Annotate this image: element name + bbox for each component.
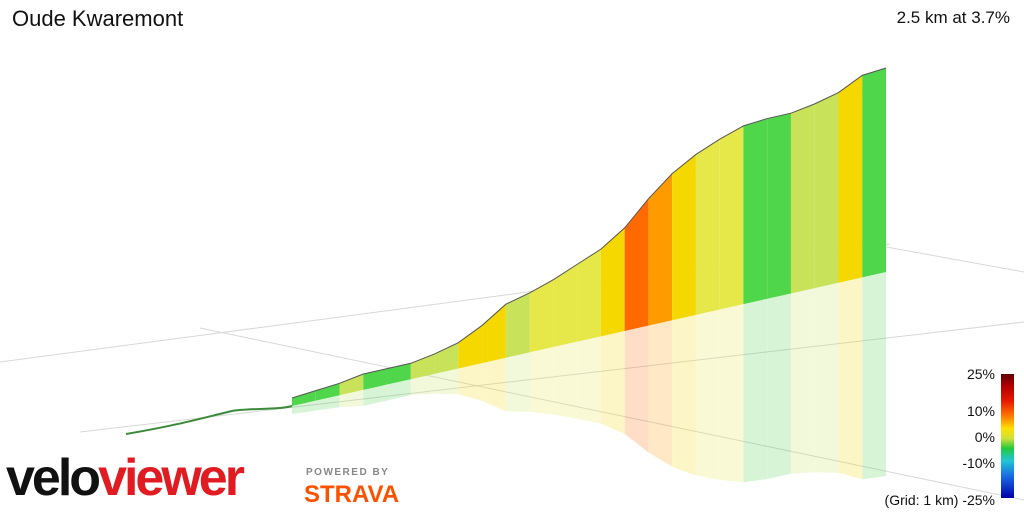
profile-segment: [482, 304, 506, 364]
profile-segment: [363, 368, 388, 390]
grid-note: (Grid: 1 km) -25%: [884, 492, 995, 508]
profile-segment-reflection: [767, 293, 791, 480]
profile-segment-reflection: [387, 379, 411, 401]
profile-segment-reflection: [648, 320, 673, 467]
profile-reflection: [292, 272, 886, 483]
profile-start-line: [125, 405, 293, 435]
profile-segment: [315, 383, 340, 401]
profile-segment-reflection: [553, 341, 578, 419]
profile-segment: [672, 154, 696, 321]
profile-segment: [505, 292, 530, 358]
legend-label-max: 25%: [966, 366, 995, 382]
legend-label-0: 0%: [974, 429, 995, 445]
profile-segment-reflection: [292, 400, 316, 414]
profile-wall: [292, 68, 886, 406]
profile-segment-reflection: [410, 373, 435, 396]
gradient-color-bar: [1001, 374, 1014, 498]
profile-segment: [387, 363, 411, 385]
profile-segment-reflection: [600, 330, 625, 434]
legend-label-neg10: -10%: [962, 455, 995, 471]
profile-segment-reflection: [434, 368, 459, 395]
profile-segment: [577, 249, 601, 342]
profile-segment-reflection: [315, 395, 340, 411]
profile-top-edge: [291, 67, 887, 399]
segment-title: Oude Kwaremont: [12, 6, 184, 31]
profile-segment-reflection: [862, 272, 886, 480]
profile-segment: [790, 103, 815, 294]
profile-segment: [624, 198, 649, 331]
profile-segment-reflection: [339, 389, 364, 408]
strava-logo[interactable]: STRAVA: [304, 481, 400, 508]
profile-segment-reflection: [743, 298, 768, 483]
profile-segment: [553, 264, 578, 348]
profile-segment-reflection: [695, 309, 720, 480]
profile-segment: [600, 227, 625, 337]
profile-segment-reflection: [790, 288, 815, 474]
profile-segment: [410, 353, 435, 380]
profile-segment: [648, 173, 673, 326]
gradient-legend: 25% 10% 0% -10%: [824, 362, 1024, 512]
legend-footer: (Grid: 1 km) -25%: [824, 362, 1024, 512]
profile-segment: [814, 92, 839, 289]
profile-segment: [529, 279, 554, 353]
profile-segment: [695, 139, 720, 315]
profile-segment: [743, 118, 768, 305]
profile-segment: [292, 390, 316, 406]
profile-segment: [719, 125, 744, 310]
profile-segment-reflection: [577, 336, 601, 424]
profile-segment-reflection: [672, 314, 696, 476]
veloviewer-logo[interactable]: veloviewer: [6, 449, 245, 507]
profile-segment: [838, 75, 863, 283]
profile-segment-reflection: [814, 282, 839, 473]
legend-label-10: 10%: [966, 403, 995, 419]
profile-segment-reflection: [363, 384, 388, 406]
profile-segment: [434, 342, 459, 374]
profile-segment: [458, 325, 483, 369]
profile-segment: [339, 374, 364, 396]
segment-summary: 2.5 km at 3.7%: [896, 8, 1010, 27]
profile-segment-reflection: [482, 357, 506, 412]
profile-segment-reflection: [529, 347, 554, 415]
powered-by-label: POWERED BY: [306, 467, 390, 478]
profile-segment-reflection: [505, 352, 530, 412]
profile-segment-reflection: [838, 277, 863, 480]
profile-segment-reflection: [719, 304, 744, 483]
profile-segment: [862, 68, 886, 278]
profile-segment-reflection: [624, 325, 649, 453]
profile-segment: [767, 113, 791, 299]
profile-segment-reflection: [458, 363, 483, 401]
